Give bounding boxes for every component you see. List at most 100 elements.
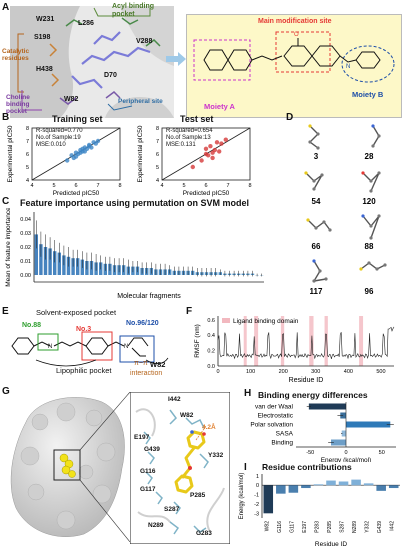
fragment-bonds bbox=[362, 172, 380, 192]
residue-tick-label: P285 bbox=[327, 521, 333, 533]
fragment-atom bbox=[361, 214, 365, 218]
svg-text:N: N bbox=[124, 344, 128, 350]
x-tick-label: 300 bbox=[311, 369, 320, 375]
residue-tick-label: Y332 bbox=[365, 521, 371, 533]
y-tick-label: 0.0 bbox=[207, 364, 215, 370]
fragment-atom bbox=[375, 267, 379, 271]
residue-contrib-title: Residue contributions bbox=[262, 462, 352, 472]
data-point bbox=[223, 137, 228, 142]
feature-bar bbox=[53, 251, 57, 275]
data-point bbox=[190, 164, 195, 170]
scaffold-structure: O N bbox=[193, 31, 395, 83]
x-tick-label: 7 bbox=[226, 183, 229, 189]
fragment-label: 117 bbox=[310, 287, 323, 296]
x-tick-label: 4 bbox=[30, 183, 33, 189]
y-tick-label: 4 bbox=[26, 178, 29, 184]
feature-importance-title: Feature importance using permutation on … bbox=[20, 198, 250, 208]
solvent-pocket-label: Solvent-exposed pocket bbox=[36, 308, 117, 317]
y-tick-label: 5 bbox=[26, 165, 29, 171]
fragment-bonds bbox=[305, 172, 323, 190]
data-point bbox=[95, 138, 101, 144]
y-tick-label: 4 bbox=[156, 178, 159, 184]
data-point bbox=[203, 146, 209, 151]
residue-bar bbox=[301, 485, 311, 489]
x-tick-label: 0 bbox=[216, 369, 219, 375]
fragment-atom bbox=[312, 187, 316, 191]
y-tick-label: 0.01 bbox=[20, 259, 31, 265]
y-tick-label: -1 bbox=[254, 493, 259, 499]
y-axis-label: Mean of feature importance bbox=[5, 208, 12, 287]
residue-g116: G116 bbox=[140, 468, 156, 475]
y-tick-label: 0.2 bbox=[207, 349, 215, 355]
residue-tick-label: E197 bbox=[302, 521, 308, 533]
fragment-label: 3 bbox=[314, 152, 319, 161]
residue-tick-label: G117 bbox=[289, 521, 295, 533]
feature-bar bbox=[34, 234, 38, 275]
binding-site-zoom bbox=[130, 392, 230, 544]
x-axis-label: Energy (kcal/mol) bbox=[321, 457, 372, 462]
peripheral-site-label: Peripheral site bbox=[118, 98, 163, 105]
fragment-grid: 3 28 54 120 66 88 117 96 bbox=[304, 124, 387, 296]
no3-label: No.3 bbox=[76, 326, 92, 333]
data-point bbox=[217, 149, 222, 154]
svg-text:N: N bbox=[48, 344, 52, 350]
residue-contribution-chart: 1 0 -1 -2 -3 W82 G116 G117 E197 P283 P285 S287 N289 Y… bbox=[239, 473, 400, 548]
fragment-atom bbox=[308, 124, 312, 128]
category-label: van der Waal bbox=[255, 404, 294, 411]
x-tick-label: 0 bbox=[344, 450, 347, 456]
x-tick-label: 200 bbox=[279, 369, 288, 375]
panel-c-letter: C bbox=[2, 196, 10, 207]
x-tick-label: 8 bbox=[248, 183, 251, 189]
x-tick-label: 4 bbox=[160, 183, 163, 189]
residue-tick-label: S287 bbox=[340, 521, 346, 533]
y-tick-label: 8 bbox=[156, 126, 159, 132]
panel-a-letter: A bbox=[2, 2, 10, 13]
binding-domain-band bbox=[359, 316, 364, 366]
residue-w82: W82 bbox=[64, 96, 79, 103]
data-point bbox=[73, 154, 79, 159]
no96-120-label: No.96/120 bbox=[126, 320, 159, 327]
feature-bar bbox=[48, 248, 52, 275]
rmsf-line bbox=[217, 326, 395, 360]
feature-importance-chart: 0.00 0.01 0.02 0.03 0.04 Molecular fragments M… bbox=[5, 208, 264, 300]
residue-y332: Y332 bbox=[208, 452, 224, 459]
panel-e-letter: E bbox=[2, 306, 9, 317]
y-axis-label: Experimental pIC50 bbox=[137, 125, 144, 182]
data-point bbox=[199, 158, 204, 163]
fragment-label: 28 bbox=[365, 152, 374, 161]
rmsf-chart: Ligand binding domain 0.0 0.2 0.4 0.6 0 100 200… bbox=[194, 316, 395, 384]
protein-surface bbox=[10, 392, 130, 542]
x-axis-label: Molecular fragments bbox=[117, 293, 181, 300]
training-r2: R-squared=0.770 bbox=[36, 128, 83, 134]
fragment-bonds bbox=[360, 262, 386, 270]
fragment-atom bbox=[314, 226, 318, 230]
x-tick-label: 6 bbox=[74, 183, 77, 189]
panel-i-letter: I bbox=[244, 462, 247, 473]
fragment-atom bbox=[304, 171, 308, 175]
data-point bbox=[65, 158, 70, 163]
distance-label: 4.2Å bbox=[202, 424, 216, 431]
residue-i442: I442 bbox=[168, 396, 181, 403]
svg-text:N: N bbox=[346, 64, 350, 70]
binding-domain-band bbox=[324, 316, 328, 366]
category-label: SASA bbox=[276, 431, 294, 438]
x-axis-label: Predicted pIC50 bbox=[53, 190, 100, 197]
fragment-atom bbox=[369, 224, 373, 228]
fragment-bonds bbox=[362, 215, 380, 239]
feature-bar bbox=[57, 252, 61, 275]
acyl-pocket-label: Acyl binding pocket bbox=[112, 3, 154, 18]
residue-bar bbox=[351, 479, 361, 486]
x-tick-label: 500 bbox=[376, 369, 385, 375]
feature-bar bbox=[76, 258, 80, 275]
fragment-atom bbox=[320, 173, 324, 177]
fragment-atom bbox=[322, 220, 326, 224]
fragment-atom bbox=[361, 171, 365, 175]
data-point bbox=[87, 142, 92, 148]
feature-bar bbox=[71, 258, 75, 275]
category-label: Electrostatic bbox=[258, 413, 294, 420]
moiety-b-label: Moiety B bbox=[352, 90, 384, 99]
legend-swatch bbox=[222, 318, 230, 323]
y-tick-label: 8 bbox=[26, 126, 29, 132]
residue-tick-label: W82 bbox=[264, 521, 270, 532]
fragment-bonds bbox=[312, 260, 327, 282]
